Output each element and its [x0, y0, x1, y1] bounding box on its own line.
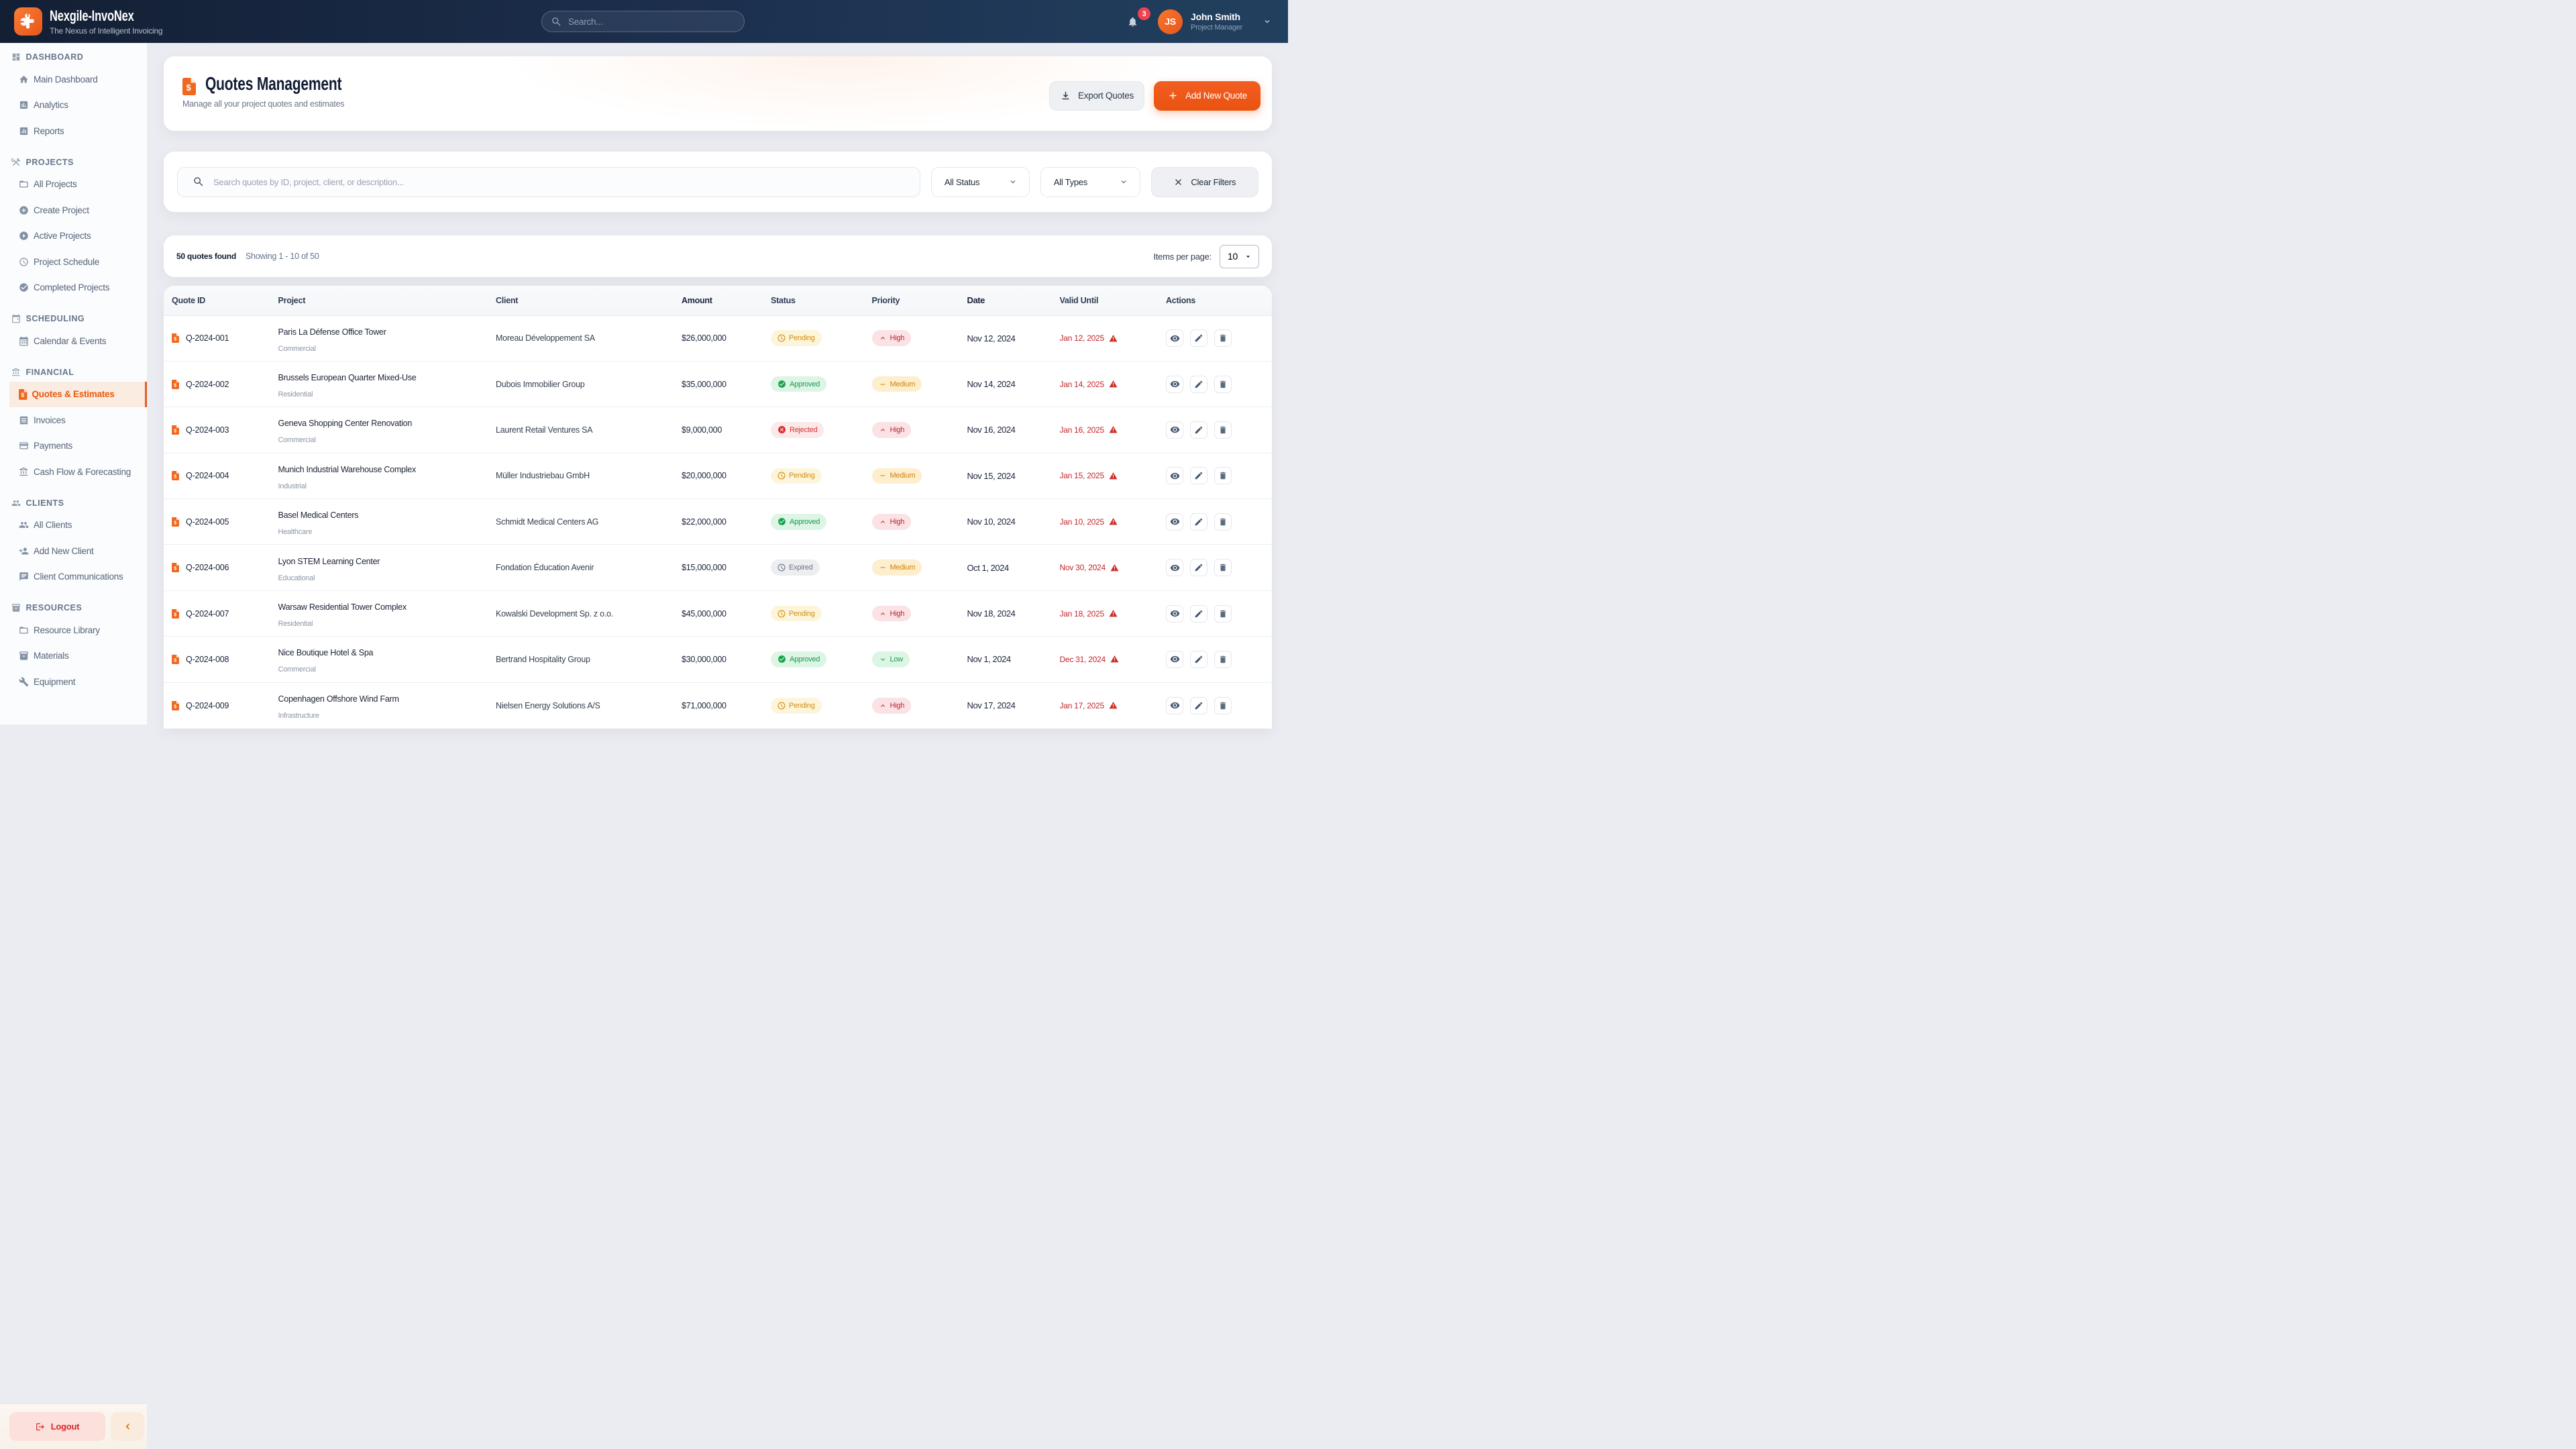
svg-text:$: $: [186, 83, 192, 93]
svg-text:$: $: [174, 657, 176, 663]
svg-text:$: $: [174, 565, 176, 571]
svg-text:$: $: [174, 474, 176, 480]
svg-text:$: $: [174, 382, 176, 388]
svg-text:$: $: [174, 335, 176, 341]
svg-text:$: $: [174, 703, 176, 709]
svg-text:$: $: [174, 427, 176, 433]
svg-text:$: $: [21, 391, 24, 398]
svg-text:$: $: [174, 519, 176, 525]
svg-text:$: $: [174, 611, 176, 617]
